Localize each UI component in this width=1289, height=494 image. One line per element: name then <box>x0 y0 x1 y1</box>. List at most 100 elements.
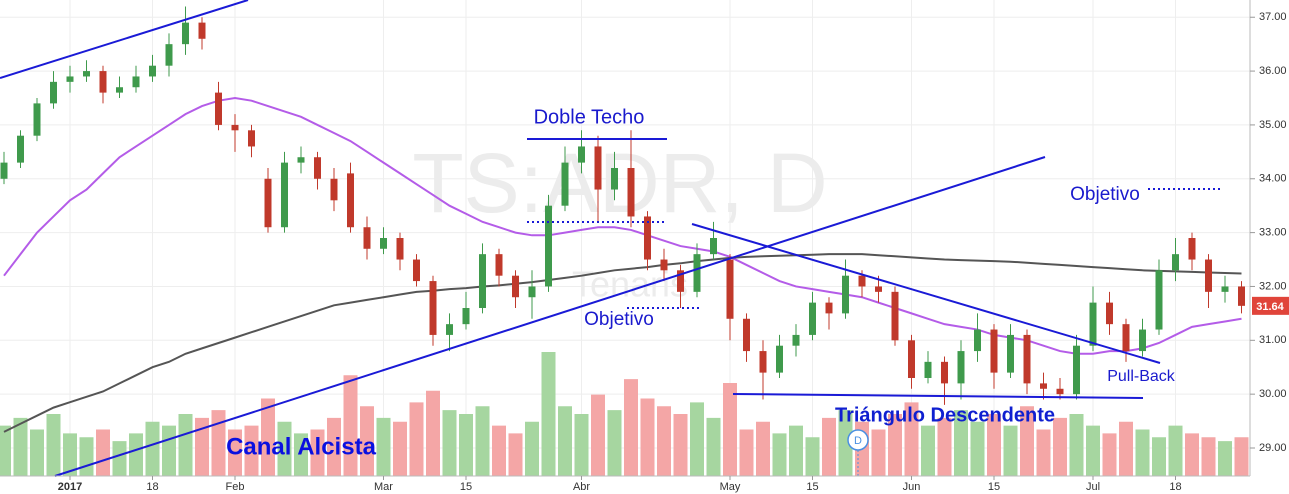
candle-body <box>33 103 41 136</box>
volume-bar <box>277 421 292 476</box>
volume-bar <box>624 379 638 476</box>
volume-bar <box>591 394 605 476</box>
y-tick-label: 29.00 <box>1259 442 1287 454</box>
candle-body <box>66 76 74 82</box>
candle-body <box>446 324 453 335</box>
y-tick-label: 32.00 <box>1259 280 1287 292</box>
x-tick-label: 18 <box>146 481 158 493</box>
volume-bar <box>1086 425 1100 476</box>
candle-body <box>99 71 107 93</box>
event-circle[interactable] <box>847 429 869 451</box>
candle-body <box>611 168 618 190</box>
candle-body <box>132 76 140 88</box>
volume-bar <box>442 410 457 476</box>
x-tick-label: May <box>720 481 741 493</box>
volume-bar <box>63 433 77 476</box>
volume-bar <box>904 402 919 476</box>
candle-body <box>479 254 486 308</box>
moving-averages <box>3 96 1242 433</box>
candle-body <box>83 71 90 77</box>
axes: 29.00 30.00 31.00 32.00 33.00 34.00 35.00 36.00… <box>58 11 1289 493</box>
volume-bar <box>228 429 242 476</box>
volume-bar <box>360 406 374 476</box>
volume-bar <box>30 429 44 476</box>
candle-body <box>215 92 222 125</box>
volume-bar <box>1218 441 1232 476</box>
candle-body <box>1089 302 1097 346</box>
volume-bar <box>508 433 523 476</box>
volume-bar <box>871 429 886 476</box>
candle-body <box>413 259 420 282</box>
x-tick-label: 15 <box>988 481 1000 493</box>
volume-bar <box>343 375 358 476</box>
annotation: Objetivo <box>584 309 654 330</box>
candle-body <box>1155 270 1163 330</box>
volume-bar <box>195 417 209 476</box>
last-price-label: 31.64 <box>1256 301 1284 313</box>
volume-bar <box>244 425 259 476</box>
volume-bar <box>954 410 968 476</box>
event-marker[interactable]: D <box>847 429 869 476</box>
candle-body <box>264 178 272 228</box>
volume-bar <box>805 437 820 476</box>
candle-body <box>1139 329 1146 352</box>
volume-bar <box>888 414 902 476</box>
volume-bar <box>921 425 935 476</box>
candle-body <box>1188 238 1196 260</box>
trend-lines <box>0 0 1220 477</box>
volume-bar <box>1102 433 1117 476</box>
candle-body <box>941 361 948 384</box>
volume-bar <box>1036 429 1051 476</box>
candle-body <box>297 157 305 163</box>
volume-bar <box>706 417 721 476</box>
candle-body <box>347 173 354 228</box>
volume-bar <box>1152 437 1166 476</box>
y-tick-label: 31.00 <box>1259 334 1287 346</box>
volume-bar <box>376 417 391 476</box>
candle-body <box>726 259 734 319</box>
candle-body <box>1073 345 1080 395</box>
annotation: Objetivo <box>1070 184 1140 205</box>
candle-body <box>594 146 602 190</box>
candle-body <box>1056 388 1064 395</box>
volume-bar <box>690 402 704 476</box>
volume-bar <box>822 417 836 476</box>
channel-bottom-line <box>54 156 1046 477</box>
candle-body <box>644 216 651 260</box>
candle-body <box>248 130 255 147</box>
candle-body <box>380 238 387 249</box>
watermark-sub: Tenaris <box>572 264 688 305</box>
candle-body <box>396 238 404 260</box>
volume-bar <box>574 414 589 476</box>
volume-bar <box>459 414 473 476</box>
candle-body <box>974 329 981 352</box>
watermark: TS:ADR, D <box>412 136 827 230</box>
volume-bar <box>541 352 556 476</box>
last-price-box <box>1252 296 1289 315</box>
candle-body <box>50 81 57 104</box>
candle-body <box>693 254 701 292</box>
candle-body <box>743 318 750 352</box>
x-tick-label: Mar <box>374 481 393 493</box>
candle-body <box>182 22 189 45</box>
candle-body <box>314 157 321 179</box>
volume-bar <box>409 402 424 476</box>
volume-bar <box>970 421 985 476</box>
annotation: Canal Alcista <box>226 433 376 460</box>
candle-body <box>165 44 173 66</box>
candle-body <box>627 168 635 217</box>
volume-bar <box>162 425 176 476</box>
annotation: Triángulo Descendente <box>835 404 1055 426</box>
volume-bar <box>657 406 671 476</box>
volume-bar <box>1069 414 1084 476</box>
volume-bar <box>1119 421 1133 476</box>
volume-bar <box>211 410 226 476</box>
candle-body <box>1221 286 1229 292</box>
volume-bar <box>475 406 490 476</box>
volume-bar <box>294 433 308 476</box>
volume-bar <box>261 398 275 476</box>
candle-body <box>858 275 866 287</box>
volume-bar <box>393 421 407 476</box>
candle-body <box>660 259 668 271</box>
volume-bar <box>739 429 754 476</box>
